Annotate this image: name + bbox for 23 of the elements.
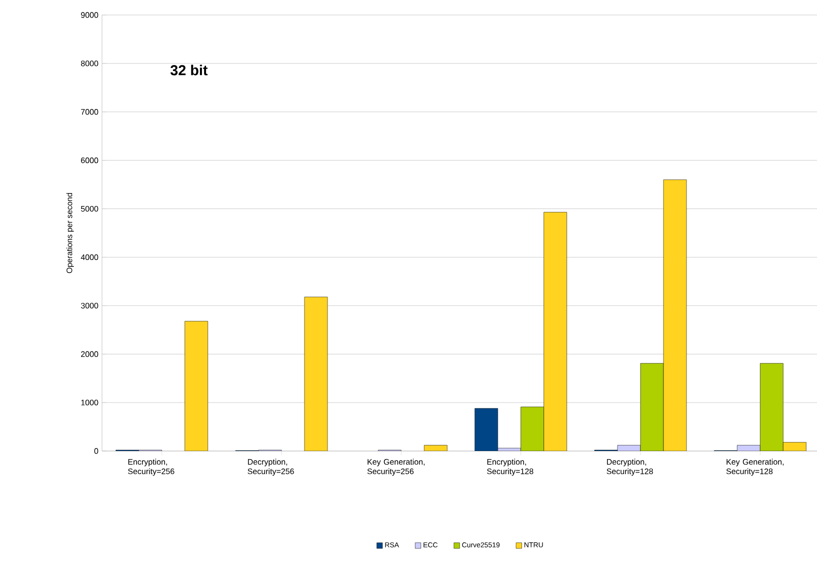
bar <box>783 442 806 451</box>
y-axis-title: Operations per second <box>66 193 74 274</box>
x-tick-label: Key Generation, Security=256 <box>367 458 425 476</box>
bar <box>663 180 687 451</box>
y-tick-label: 3000 <box>80 302 98 308</box>
text: 32 bit <box>170 64 208 76</box>
x-tick-label: Decryption, Security=128 <box>606 458 653 476</box>
y-tick-label: 0 <box>94 448 98 454</box>
bar <box>184 321 208 451</box>
y-tick-label: 8000 <box>81 60 98 66</box>
y-tick-label: 9000 <box>81 12 98 18</box>
x-tick-label: Decryption, Security=256 <box>248 458 294 476</box>
y-tick-label: 7000 <box>81 109 98 115</box>
y-tick-label: 4000 <box>80 254 98 260</box>
y-tick-label: 5000 <box>80 206 98 212</box>
x-tick-label: Encryption, Security=256 <box>128 458 174 476</box>
bar <box>544 212 567 451</box>
y-tick-label: 1000 <box>81 400 98 406</box>
y-tick-label: 2000 <box>81 351 98 357</box>
y-tick-label: 6000 <box>81 158 98 164</box>
bar <box>304 296 328 451</box>
x-tick-label: Key Generation, Security=128 <box>726 458 784 476</box>
x-tick-label: Encryption, Security=128 <box>487 458 534 476</box>
